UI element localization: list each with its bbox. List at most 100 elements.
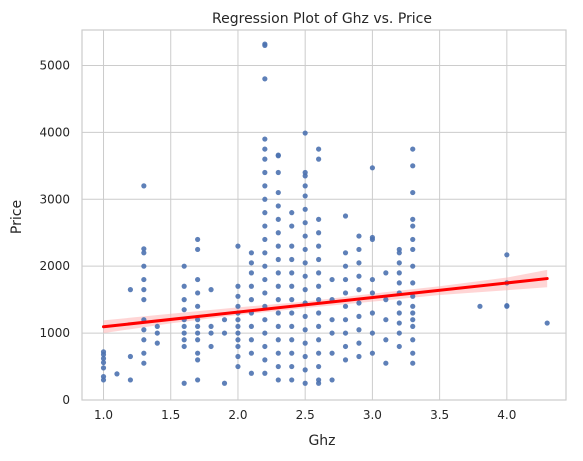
data-point [249,270,254,275]
data-point [208,344,213,349]
data-point [410,310,415,315]
data-point [141,361,146,366]
data-point [141,297,146,302]
data-point [383,337,388,342]
data-point [303,193,308,198]
data-point [477,304,482,309]
data-point [343,344,348,349]
data-point [262,183,267,188]
data-point [222,317,227,322]
data-point [276,230,281,235]
data-point [141,337,146,342]
data-point [141,327,146,332]
data-point [410,247,415,252]
data-point [316,377,321,382]
data-point [128,354,133,359]
data-point [356,341,361,346]
data-point [195,324,200,329]
data-point [356,247,361,252]
data-point [289,297,294,302]
data-point [303,381,308,386]
data-point [262,41,267,46]
data-point [195,290,200,295]
data-point [276,217,281,222]
data-point [370,235,375,240]
data-point [343,357,348,362]
data-point [276,257,281,262]
data-point [276,190,281,195]
data-point [276,324,281,329]
data-point [262,264,267,269]
data-point [545,320,550,325]
data-point [262,136,267,141]
data-point [262,371,267,376]
data-point [397,330,402,335]
y-tick-label: 5000 [39,58,70,72]
data-point [289,244,294,249]
data-point [410,351,415,356]
data-point [504,303,509,308]
data-point [262,357,267,362]
data-point [222,381,227,386]
data-point [182,307,187,312]
data-point [276,244,281,249]
x-tick-label: 2.5 [296,408,315,422]
data-point [276,377,281,382]
data-point [262,344,267,349]
data-point [303,183,308,188]
data-point [316,364,321,369]
data-point [262,170,267,175]
data-point [410,223,415,228]
data-point [316,217,321,222]
data-point [141,277,146,282]
data-point [289,257,294,262]
data-point [329,330,334,335]
data-point [182,337,187,342]
data-point [101,374,106,379]
data-point [329,277,334,282]
data-point [303,354,308,359]
y-tick-labels: 010002000300040005000 [39,58,70,407]
regression-line [104,279,548,327]
data-point [410,237,415,242]
data-point [383,361,388,366]
x-tick-label: 3.0 [363,408,382,422]
data-point [343,213,348,218]
data-point [114,371,119,376]
data-point [276,364,281,369]
data-point [249,351,254,356]
data-point [262,290,267,295]
data-point [370,310,375,315]
data-point [249,250,254,255]
y-tick-label: 3000 [39,192,70,206]
data-point [262,197,267,202]
data-point [356,300,361,305]
y-tick-label: 1000 [39,326,70,340]
data-point [316,146,321,151]
data-point [222,330,227,335]
data-point [303,220,308,225]
data-point [276,153,281,158]
data-point [276,351,281,356]
x-tick-label: 4.0 [497,408,516,422]
data-point [303,233,308,238]
data-point [343,290,348,295]
data-point [289,223,294,228]
data-point [504,252,509,257]
data-point [316,324,321,329]
data-point [303,170,308,175]
data-point [316,351,321,356]
data-point [370,330,375,335]
data-point [182,297,187,302]
data-point [262,223,267,228]
data-point [397,344,402,349]
data-point [397,260,402,265]
data-point [182,324,187,329]
data-point [195,357,200,362]
data-point [141,287,146,292]
regression-line-layer [104,279,548,327]
data-point [235,317,240,322]
data-point [208,330,213,335]
data-point [262,210,267,215]
